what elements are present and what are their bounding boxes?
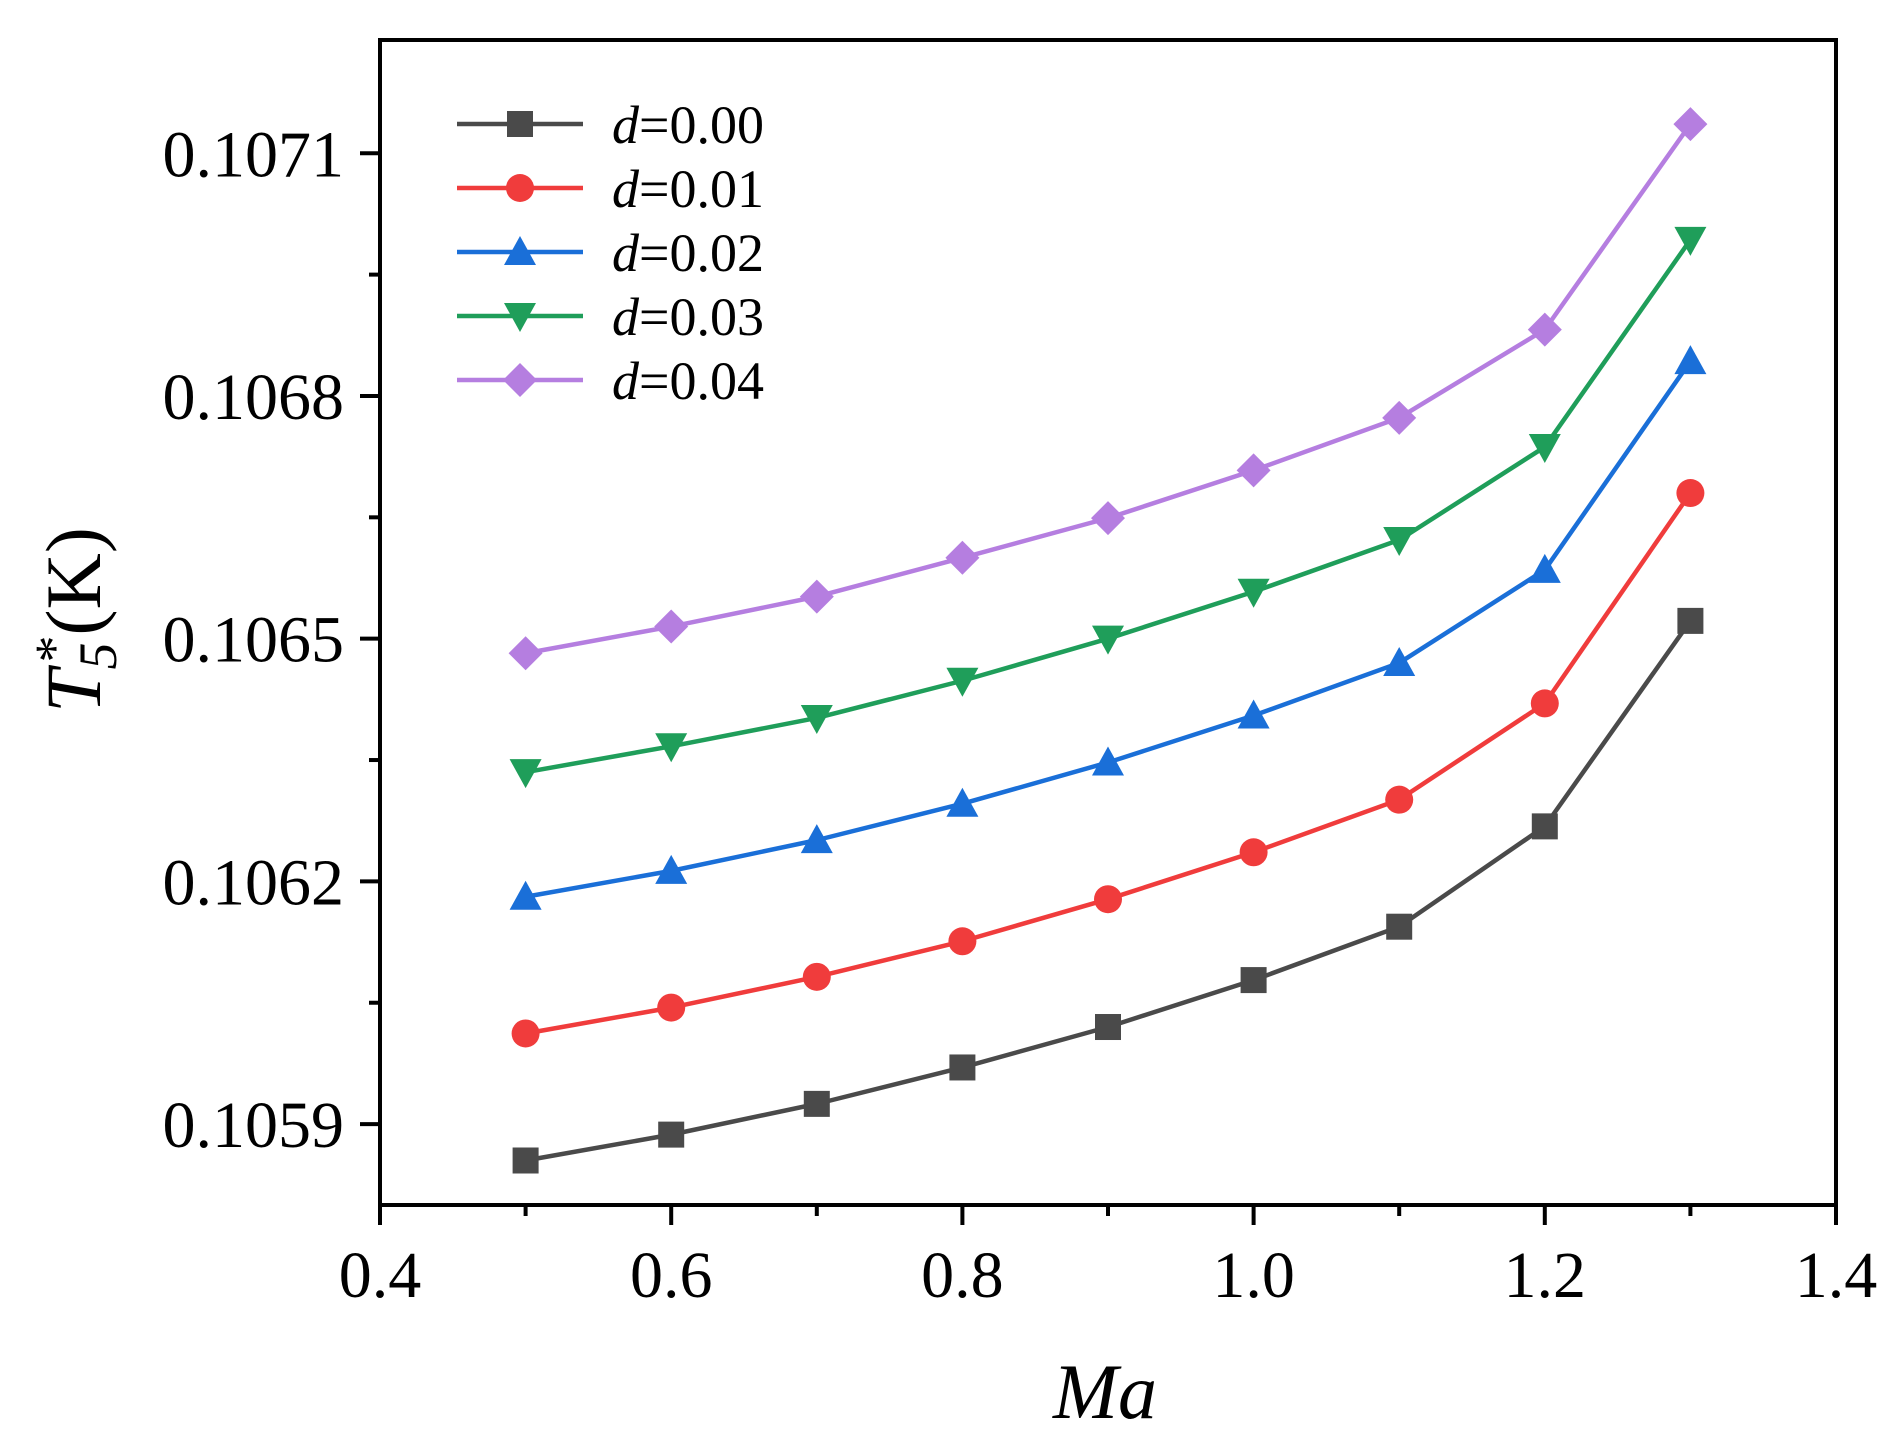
data-point-1-4 bbox=[1094, 885, 1122, 914]
legend-item-1: d=0.01 bbox=[457, 159, 764, 219]
data-point-0-4 bbox=[1095, 1014, 1121, 1041]
legend-item-0: d=0.00 bbox=[457, 95, 764, 155]
legend-label: d=0.02 bbox=[612, 223, 764, 283]
data-point-4-5 bbox=[1236, 453, 1271, 488]
data-point-1-6 bbox=[1385, 785, 1414, 814]
data-point-0-6 bbox=[1386, 913, 1413, 940]
y-tick-label: 0.1059 bbox=[163, 1089, 345, 1162]
data-point-4-7 bbox=[1527, 312, 1562, 347]
y-tick-label: 0.1068 bbox=[163, 361, 345, 434]
legend-label: d=0.00 bbox=[612, 95, 764, 155]
data-point-3-8 bbox=[1674, 226, 1707, 256]
legend-label-symbol: d bbox=[612, 159, 640, 219]
data-point-2-2 bbox=[800, 824, 833, 854]
x-tick-label: 1.4 bbox=[1795, 1239, 1878, 1312]
data-point-2-0 bbox=[509, 880, 542, 910]
x-tick-label: 0.6 bbox=[630, 1239, 713, 1312]
data-point-2-7 bbox=[1528, 553, 1561, 583]
legend-label-symbol: d bbox=[612, 351, 640, 411]
data-point-0-7 bbox=[1531, 813, 1558, 840]
data-point-2-5 bbox=[1237, 699, 1270, 729]
data-point-2-4 bbox=[1092, 746, 1124, 776]
series-1 bbox=[511, 479, 1705, 1048]
data-point-1-1 bbox=[657, 993, 686, 1022]
data-point-3-2 bbox=[800, 704, 833, 734]
data-point-0-0 bbox=[512, 1147, 539, 1174]
data-point-4-6 bbox=[1382, 400, 1417, 435]
legend-marker bbox=[503, 363, 537, 397]
data-point-0-3 bbox=[949, 1054, 976, 1081]
series-4 bbox=[508, 107, 1708, 671]
y-axis-title-symbol: T bbox=[30, 665, 117, 713]
data-point-1-3 bbox=[948, 927, 977, 956]
data-point-3-4 bbox=[1092, 625, 1124, 655]
legend-label-value: =0.04 bbox=[639, 351, 764, 411]
legend-label: d=0.04 bbox=[612, 351, 764, 411]
x-tick-label: 0.8 bbox=[921, 1239, 1004, 1312]
data-point-1-2 bbox=[802, 962, 831, 991]
legend: d=0.00d=0.01d=0.02d=0.03d=0.04 bbox=[457, 95, 764, 411]
data-point-2-6 bbox=[1383, 646, 1416, 676]
legend-label-symbol: d bbox=[612, 287, 640, 347]
data-point-4-8 bbox=[1673, 107, 1708, 142]
data-point-1-0 bbox=[511, 1019, 540, 1048]
data-point-0-1 bbox=[658, 1121, 685, 1148]
series-0 bbox=[512, 607, 1704, 1174]
data-point-4-1 bbox=[654, 609, 689, 644]
x-tick-label: 1.0 bbox=[1212, 1239, 1295, 1312]
series-2 bbox=[509, 345, 1707, 910]
y-tick-label: 0.1071 bbox=[163, 118, 345, 191]
y-axis-title-subscript: 5 bbox=[68, 642, 128, 669]
x-tick-label: 1.2 bbox=[1504, 1239, 1587, 1312]
data-point-3-5 bbox=[1237, 578, 1270, 608]
legend-label-symbol: d bbox=[612, 95, 640, 155]
legend-label-value: =0.00 bbox=[639, 95, 764, 155]
data-point-3-7 bbox=[1528, 433, 1561, 463]
legend-label: d=0.03 bbox=[612, 287, 764, 347]
data-point-3-6 bbox=[1383, 526, 1416, 556]
y-axis-title: T5*(K) bbox=[24, 527, 128, 713]
data-point-1-8 bbox=[1676, 479, 1705, 508]
legend-label-symbol: d bbox=[612, 223, 640, 283]
legend-marker bbox=[507, 111, 533, 137]
y-axis-title-unit: (K) bbox=[30, 527, 117, 635]
legend-marker bbox=[506, 174, 534, 202]
y-axis-title-superscript: * bbox=[24, 635, 84, 662]
y-tick-label: 0.1065 bbox=[163, 604, 345, 677]
data-point-0-2 bbox=[803, 1090, 830, 1117]
data-point-0-8 bbox=[1677, 607, 1704, 634]
legend-marker bbox=[504, 303, 536, 332]
x-tick-label: 0.4 bbox=[339, 1239, 422, 1312]
data-point-4-3 bbox=[945, 540, 980, 575]
data-point-4-0 bbox=[508, 636, 543, 671]
data-point-2-3 bbox=[946, 787, 979, 817]
data-point-3-3 bbox=[946, 667, 979, 697]
legend-label: d=0.01 bbox=[612, 159, 764, 219]
data-point-1-7 bbox=[1530, 689, 1559, 718]
y-tick-label: 0.1062 bbox=[163, 846, 345, 919]
data-point-4-2 bbox=[799, 579, 834, 614]
series-3 bbox=[509, 226, 1707, 789]
data-point-3-1 bbox=[655, 733, 688, 763]
data-point-2-8 bbox=[1674, 345, 1707, 375]
data-point-1-5 bbox=[1239, 838, 1268, 867]
data-point-3-0 bbox=[509, 759, 542, 789]
legend-label-value: =0.01 bbox=[639, 159, 764, 219]
legend-item-4: d=0.04 bbox=[457, 351, 764, 411]
axes-layer: 0.4 0.6 0.8 1.0 1.2 1.4 0.1059 0.1062 0.1065 0.10… bbox=[163, 38, 1878, 1312]
series-layer bbox=[508, 107, 1708, 1174]
legend-label-value: =0.02 bbox=[639, 223, 764, 283]
x-axis-title: Ma bbox=[1052, 1348, 1157, 1435]
data-point-2-1 bbox=[655, 854, 688, 884]
data-point-0-5 bbox=[1240, 967, 1267, 994]
legend-item-3: d=0.03 bbox=[457, 287, 764, 347]
data-point-4-4 bbox=[1091, 501, 1125, 536]
legend-item-2: d=0.02 bbox=[457, 223, 764, 283]
legend-marker bbox=[504, 236, 536, 265]
legend-label-value: =0.03 bbox=[639, 287, 764, 347]
